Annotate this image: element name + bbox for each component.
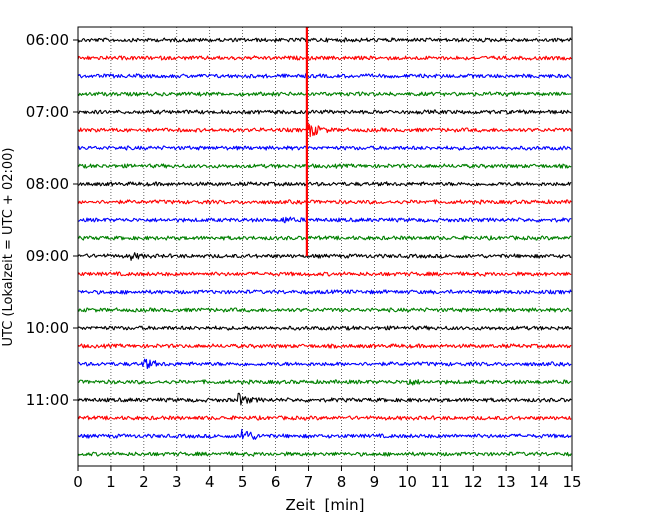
y-axis-title: UTC (Lokalzeit = UTC + 02:00)	[1, 148, 16, 347]
trace-0930	[77, 289, 572, 295]
x-axis: 0 1 2 3 4 5 6 7 8 9 10 11 12 13 14 15	[73, 466, 582, 491]
trace-1115	[77, 415, 572, 421]
trace-0915	[77, 271, 572, 277]
trace-1015	[77, 343, 572, 349]
trace-1030	[77, 358, 572, 370]
x-tick-label: 5	[238, 473, 248, 491]
trace-1000	[77, 325, 572, 331]
y-tick-label: 10:00	[26, 319, 69, 337]
x-tick-label: 3	[172, 473, 182, 491]
trace-layer	[77, 37, 572, 457]
y-tick-label: 06:00	[26, 31, 69, 49]
x-tick-label: 4	[205, 473, 215, 491]
x-tick-label: 8	[337, 473, 347, 491]
trace-0830	[77, 216, 572, 224]
trace-0900	[77, 252, 572, 261]
x-axis-title: Zeit [min]	[285, 496, 364, 514]
y-axis: 06:00 07:00 08:00 09:00 10:00 11:00	[26, 31, 78, 409]
plot-frame	[77, 26, 573, 467]
trace-0845	[77, 235, 572, 241]
trace-0600	[77, 37, 572, 43]
x-tick-label: 12	[464, 473, 483, 491]
trace-1045	[77, 379, 572, 386]
trace-0715	[77, 118, 572, 138]
x-tick-label: 6	[271, 473, 281, 491]
x-tick-label: 14	[530, 473, 549, 491]
x-tick-label: 0	[73, 473, 83, 491]
trace-1145	[77, 451, 572, 457]
y-tick-label: 09:00	[26, 247, 69, 265]
trace-0745	[77, 163, 572, 169]
y-tick-label: 11:00	[26, 391, 69, 409]
trace-1100	[77, 392, 572, 406]
trace-0945	[77, 307, 572, 313]
y-tick-label: 07:00	[26, 103, 69, 121]
x-tick-label: 2	[139, 473, 149, 491]
x-tick-label: 1	[106, 473, 116, 491]
x-tick-label: 10	[398, 473, 417, 491]
trace-0800	[77, 181, 572, 187]
x-tick-label: 9	[370, 473, 380, 491]
trace-0730	[77, 145, 572, 151]
trace-0645	[77, 91, 572, 97]
trace-0615	[77, 55, 572, 61]
x-tick-label: 13	[497, 473, 516, 491]
x-tick-label: 15	[562, 473, 581, 491]
x-tick-label: 7	[304, 473, 314, 491]
trace-0630	[77, 73, 572, 79]
grid-layer	[110, 27, 540, 466]
x-tick-label: 11	[431, 473, 450, 491]
trace-0700	[77, 109, 572, 115]
trace-1130	[77, 428, 572, 440]
y-tick-label: 08:00	[26, 175, 69, 193]
trace-0815	[77, 199, 572, 205]
